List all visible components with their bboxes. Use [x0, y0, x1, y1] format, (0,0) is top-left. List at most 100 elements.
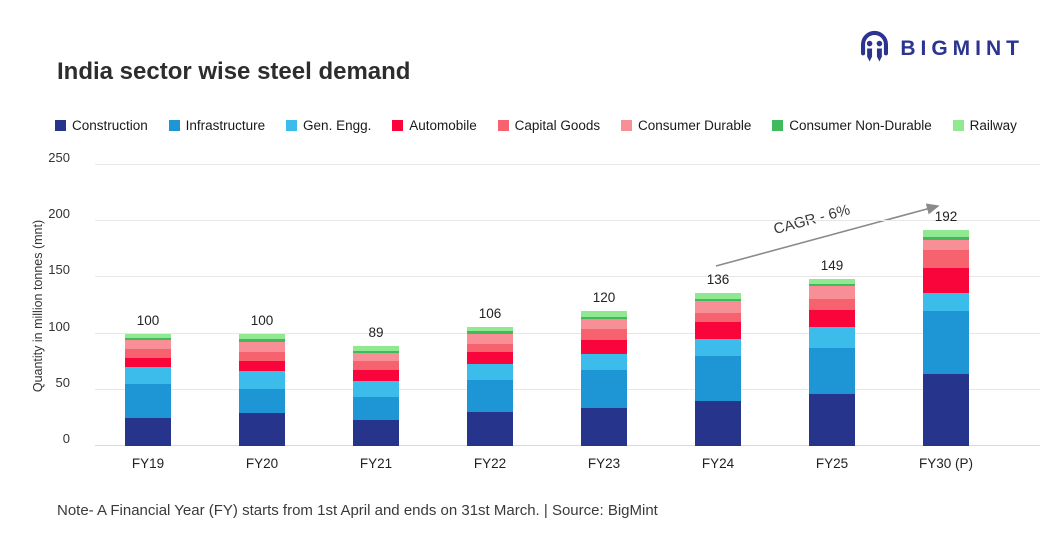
bar-total-label: 89	[368, 324, 384, 340]
x-tick-label-fy23: FY23	[587, 456, 621, 471]
bigmint-logo-text: BIGMINT	[900, 36, 1024, 60]
bar-segment-capital-goods	[125, 349, 171, 359]
bar-segment-automobile	[695, 322, 741, 340]
legend: Construction Infrastructure Gen. Engg. Auto…	[55, 118, 1017, 133]
legend-item-capital-goods: Capital Goods	[497, 118, 600, 133]
legend-label: Infrastructure	[185, 118, 266, 133]
bar-segment-gen-engg	[125, 367, 171, 385]
gridline-250	[95, 164, 1040, 165]
bar-total-label: 106	[478, 305, 502, 321]
bar-segment-railway	[353, 346, 399, 351]
legend-swatch-capital-goods	[497, 120, 509, 131]
footnote: Note- A Financial Year (FY) starts from …	[57, 502, 658, 519]
bar-total-label: 149	[820, 257, 844, 273]
bar-segment-gen-engg	[467, 363, 513, 380]
bar-segment-construction	[809, 394, 855, 446]
bar-fy20: 100	[239, 313, 285, 446]
legend-swatch-gen-engg	[286, 120, 298, 131]
bar-segment-railway	[809, 278, 855, 285]
bar-segment-consumer-durable	[353, 352, 399, 361]
bar-total-label: 100	[250, 312, 274, 328]
bar-segment-consumer-durable	[125, 340, 171, 350]
bar-segment-infrastructure	[581, 369, 627, 408]
bar-segment-automobile	[353, 369, 399, 381]
bar-segment-consumer-durable	[239, 341, 285, 352]
bar-segment-construction	[239, 413, 285, 446]
legend-swatch-consumer-durable	[621, 120, 633, 131]
bar-segment-consumer-durable	[467, 333, 513, 344]
x-tick-label-fy30-p: FY30 (P)	[918, 456, 973, 471]
bar-segment-capital-goods	[809, 298, 855, 311]
bar-fy24: 136	[695, 272, 741, 446]
bar-fy25: 149	[809, 258, 855, 446]
bar-segment-infrastructure	[125, 384, 171, 418]
legend-item-infrastructure: Infrastructure	[168, 118, 266, 133]
bar-segment-consumer-durable	[923, 240, 969, 251]
bar-segment-construction	[125, 417, 171, 446]
legend-label: Consumer Durable	[638, 118, 752, 133]
bar-segment-capital-goods	[923, 250, 969, 269]
bar-segment-consumer-durable	[695, 301, 741, 314]
bar-segment-consumer-non-durable	[467, 331, 513, 334]
x-tick-label-fy20: FY20	[245, 456, 279, 471]
bar-segment-construction	[695, 401, 741, 446]
legend-label: Automobile	[409, 118, 477, 133]
bar-segment-consumer-non-durable	[695, 298, 741, 302]
bar-segment-construction	[923, 374, 969, 446]
x-tick-label-fy19: FY19	[131, 456, 165, 471]
legend-item-automobile: Automobile	[392, 118, 477, 133]
x-tick-label-fy24: FY24	[701, 456, 735, 471]
bar-segment-gen-engg	[923, 293, 969, 312]
x-tick-label-fy22: FY22	[473, 456, 507, 471]
bar-segment-consumer-durable	[809, 286, 855, 299]
legend-item-construction: Construction	[55, 118, 148, 133]
bar-total-label: 192	[934, 209, 958, 225]
bar-segment-automobile	[467, 351, 513, 364]
bar-segment-consumer-durable	[581, 319, 627, 330]
bar-segment-consumer-non-durable	[353, 350, 399, 353]
bar-segment-infrastructure	[239, 388, 285, 414]
bar-segment-automobile	[581, 340, 627, 354]
bar-total-label: 120	[592, 290, 616, 306]
bar-segment-infrastructure	[695, 356, 741, 402]
bar-segment-gen-engg	[581, 353, 627, 370]
bar-segment-railway	[923, 230, 969, 238]
legend-label: Consumer Non-Durable	[789, 118, 932, 133]
y-tick-label-0: 0	[62, 431, 70, 446]
bar-segment-capital-goods	[581, 329, 627, 341]
chart-title: India sector wise steel demand	[57, 58, 411, 85]
bar-segment-consumer-non-durable	[581, 316, 627, 320]
legend-item-railway: Railway	[952, 118, 1017, 133]
bigmint-logo: BIGMINT	[858, 28, 1024, 69]
bar-segment-gen-engg	[353, 380, 399, 397]
legend-swatch-railway	[952, 120, 964, 131]
bar-segment-gen-engg	[809, 326, 855, 349]
bar-segment-capital-goods	[695, 313, 741, 323]
bar-segment-gen-engg	[239, 370, 285, 389]
bar-segment-capital-goods	[239, 351, 285, 361]
bar-segment-automobile	[125, 358, 171, 368]
gridline-200	[95, 220, 1040, 222]
bar-fy30-p: 192	[923, 209, 969, 446]
bigmint-logo-icon	[858, 28, 891, 69]
bar-fy19: 100	[125, 313, 171, 446]
legend-item-consumer-non-durable: Consumer Non-Durable	[772, 118, 932, 133]
gridline-150	[95, 276, 1040, 278]
legend-swatch-infrastructure	[168, 120, 180, 131]
y-tick-label-200: 200	[48, 206, 70, 222]
bar-segment-automobile	[809, 310, 855, 327]
bar-segment-automobile	[239, 360, 285, 371]
y-axis-title: Quantity in million tonnes (mnt)	[31, 219, 45, 392]
bar-segment-capital-goods	[467, 343, 513, 352]
bar-segment-infrastructure	[923, 311, 969, 375]
bar-fy22: 106	[467, 306, 513, 446]
cagr-arrow: CAGR - 6%	[715, 201, 940, 267]
bar-segment-railway	[125, 333, 171, 339]
bar-segment-railway	[581, 311, 627, 317]
bar-segment-construction	[353, 420, 399, 446]
bar-total-label: 100	[136, 312, 160, 328]
bar-fy23: 120	[581, 290, 627, 446]
y-tick-label-150: 150	[48, 262, 70, 278]
plot-area: Quantity in million tonnes (mnt) CAGR - …	[31, 150, 1040, 471]
